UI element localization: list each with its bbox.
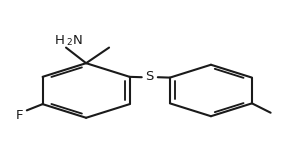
Text: N: N	[73, 34, 82, 47]
Text: H: H	[55, 34, 65, 47]
Text: S: S	[146, 70, 154, 83]
Text: 2: 2	[66, 38, 72, 47]
Text: F: F	[15, 109, 23, 122]
